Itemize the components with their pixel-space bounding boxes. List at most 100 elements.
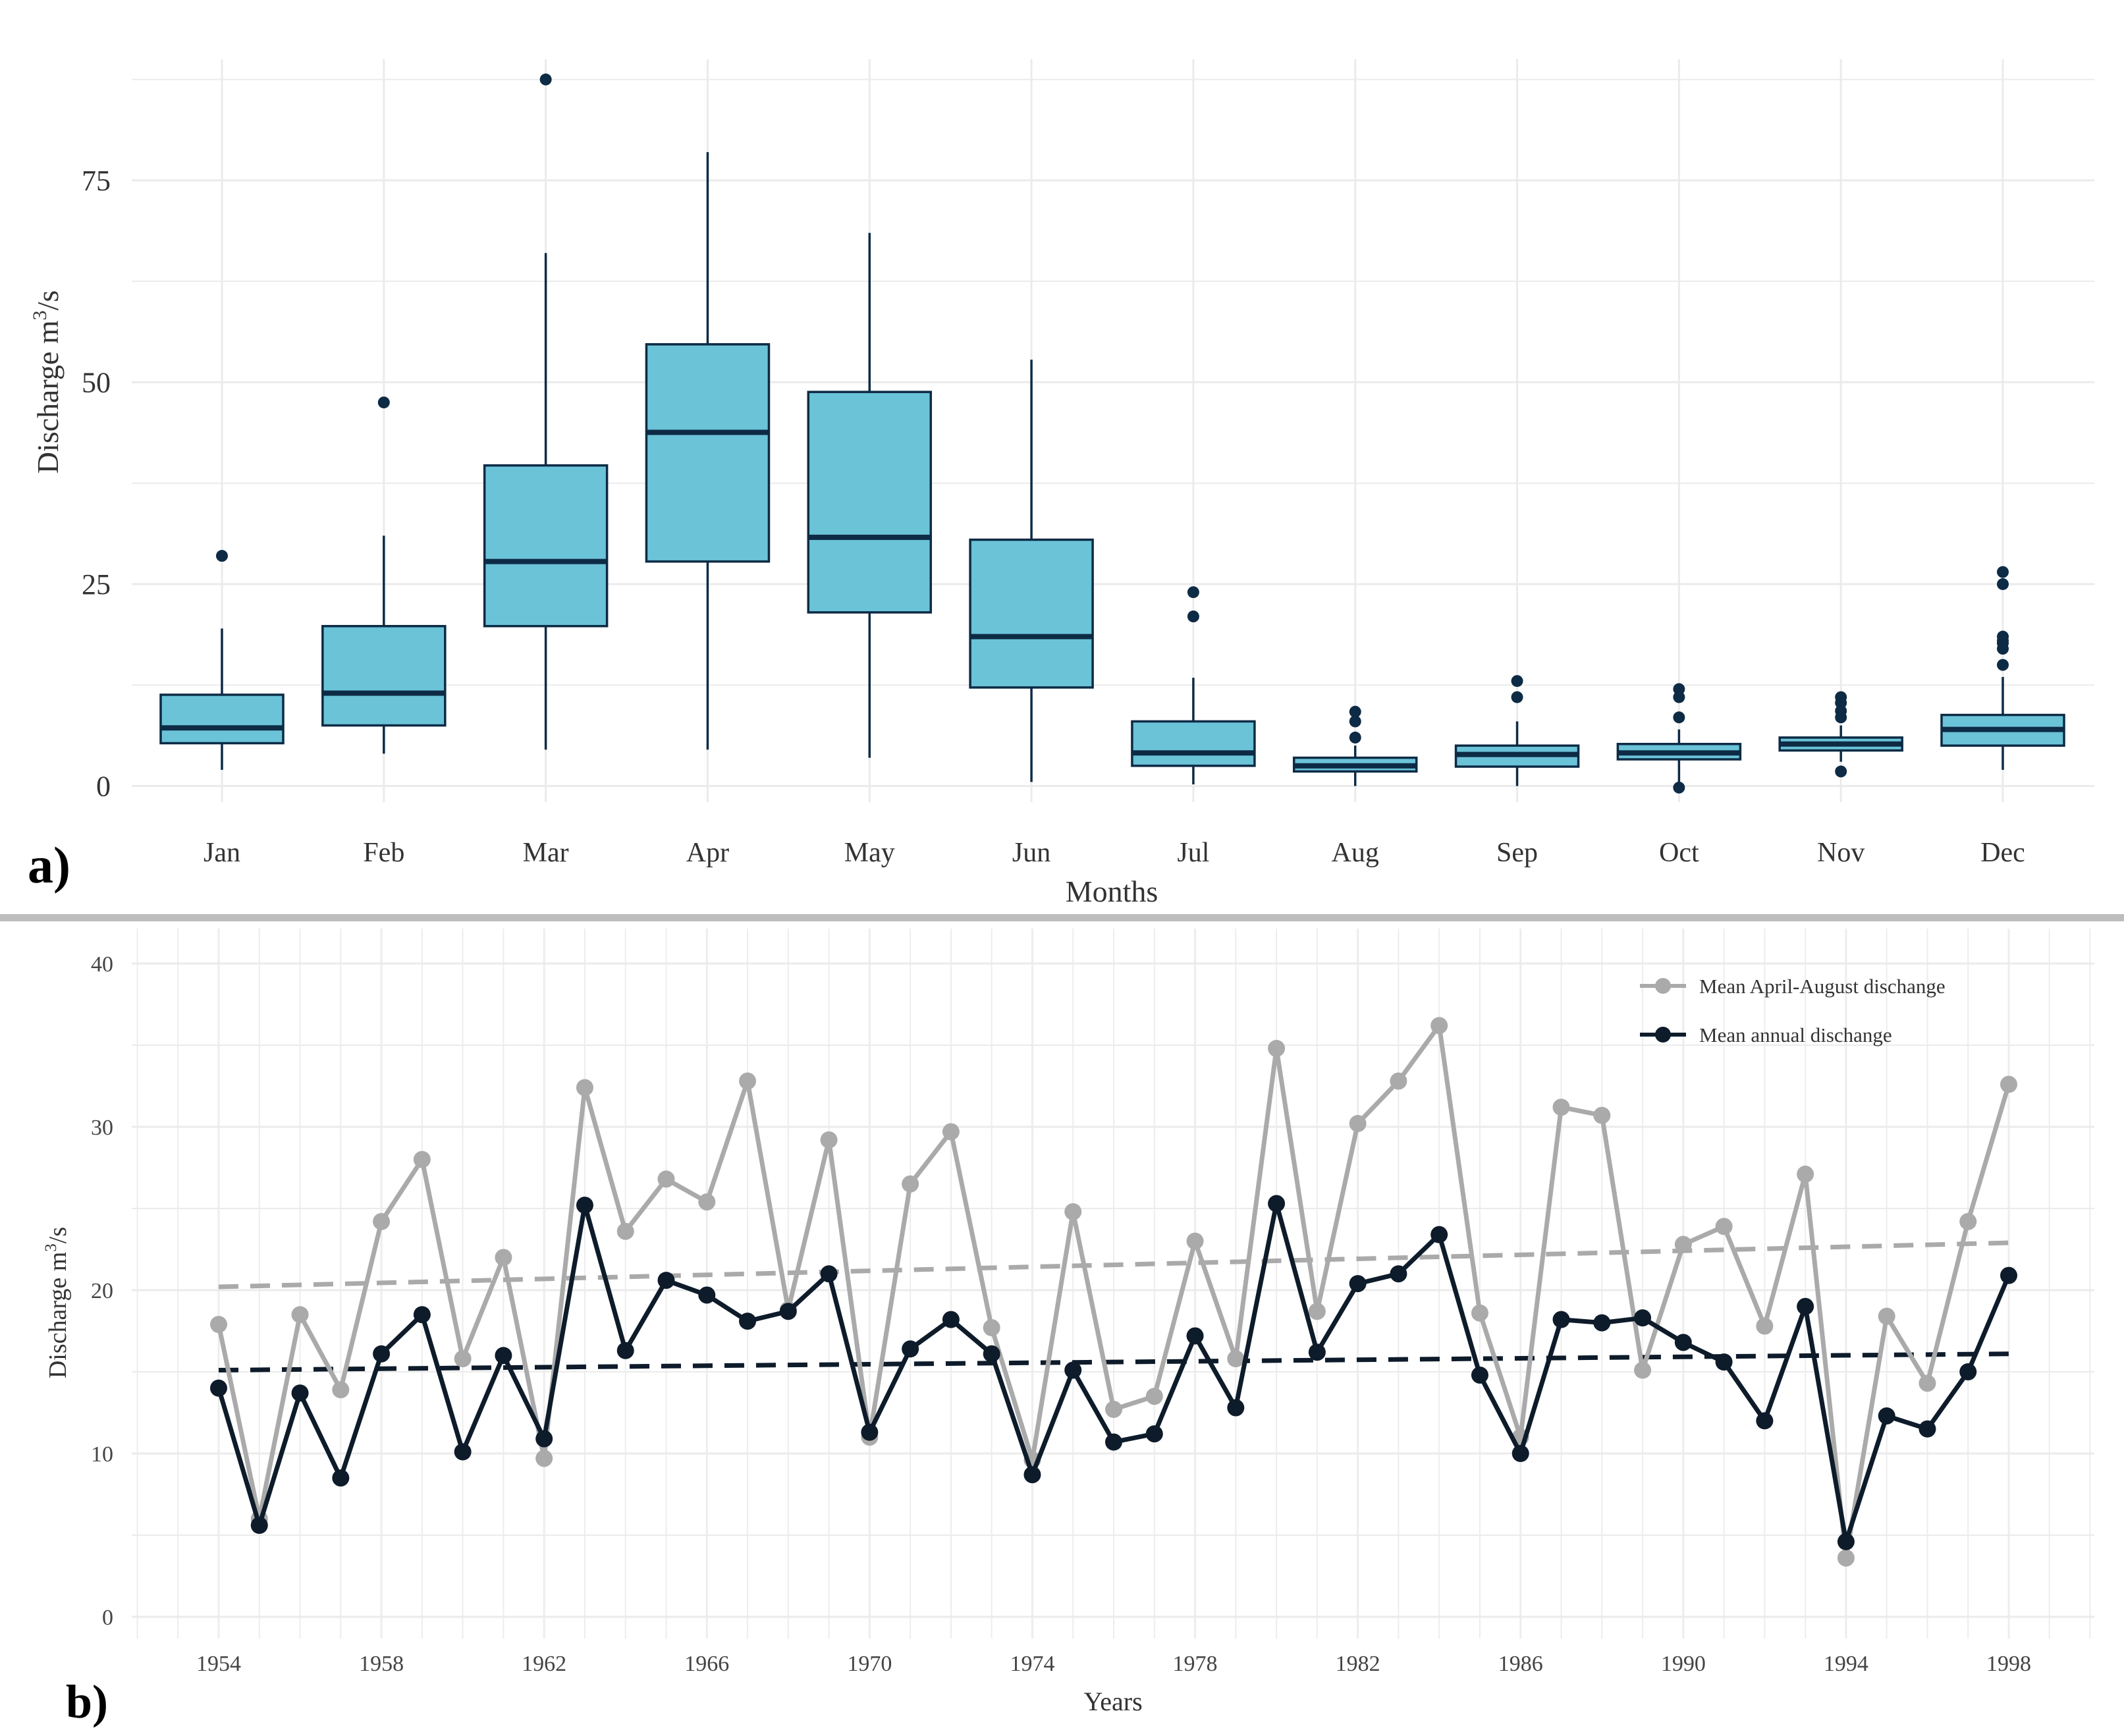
x-tick-label: Aug	[1332, 838, 1379, 868]
legend-item-annual: Mean annual dischange	[1640, 1023, 1892, 1046]
outlier-point	[1673, 711, 1685, 724]
data-point	[576, 1197, 593, 1214]
box-nov	[1778, 691, 1903, 778]
data-point	[332, 1469, 350, 1487]
data-point	[1959, 1363, 1977, 1380]
legend-key-point	[1655, 1027, 1671, 1043]
x-tick-label: 1966	[684, 1652, 729, 1676]
data-point	[1715, 1353, 1733, 1371]
x-tick-label: Nov	[1817, 838, 1865, 868]
data-point	[1064, 1203, 1082, 1220]
x-tick-label: Dec	[1980, 838, 2025, 868]
data-point	[779, 1303, 797, 1320]
panel-a-y-axis-label: Discharge m3/s	[29, 290, 65, 474]
panel-b-y-axis-label: Discharge m3/s	[42, 1227, 72, 1378]
x-tick-label: Mar	[523, 838, 569, 868]
y-tick-label: 30	[91, 1116, 113, 1140]
data-point	[1552, 1311, 1570, 1328]
data-point	[250, 1517, 268, 1534]
data-point	[983, 1319, 1000, 1337]
data-point	[1186, 1232, 1204, 1250]
x-tick-label: 1958	[359, 1652, 404, 1676]
x-tick-label: May	[844, 838, 895, 868]
data-point	[1797, 1297, 1814, 1315]
x-tick-label: 1954	[196, 1652, 241, 1676]
legend-label: Mean April-August dischange	[1699, 975, 1946, 998]
data-point	[1674, 1334, 1692, 1351]
panel-a-label: a)	[28, 836, 70, 894]
box-jul	[1131, 586, 1256, 785]
x-tick-label: Jan	[204, 838, 240, 868]
data-point	[1186, 1327, 1204, 1345]
box-iqr	[645, 343, 771, 563]
y-tick-label: 0	[96, 770, 111, 802]
outlier-point	[1349, 731, 1361, 744]
outlier-point	[1511, 675, 1523, 688]
data-point	[657, 1272, 675, 1289]
panel-b-legend: Mean April-August dischange Mean annual d…	[1640, 975, 1946, 1046]
data-point	[1552, 1099, 1570, 1116]
data-point	[1837, 1533, 1855, 1550]
box-iqr	[807, 391, 933, 614]
data-point	[332, 1381, 350, 1399]
box-iqr	[1131, 720, 1256, 767]
data-point	[1634, 1361, 1652, 1379]
data-point	[1593, 1106, 1611, 1124]
panel-separator	[0, 914, 2124, 921]
data-point	[291, 1306, 309, 1324]
data-point	[616, 1342, 634, 1359]
data-point	[2000, 1266, 2017, 1284]
x-tick-label: 1970	[847, 1652, 892, 1676]
data-point	[495, 1249, 512, 1266]
data-point	[698, 1286, 716, 1304]
panel-b-x-axis-label: Years	[1083, 1687, 1142, 1716]
data-point	[1390, 1265, 1407, 1283]
data-point	[1268, 1039, 1286, 1057]
x-tick-label: Jun	[1012, 838, 1050, 868]
data-point	[820, 1265, 838, 1283]
data-point	[2000, 1075, 2017, 1093]
box-aug	[1292, 705, 1418, 786]
data-point	[1511, 1445, 1529, 1462]
data-point	[1349, 1115, 1367, 1133]
data-point	[1268, 1195, 1286, 1212]
data-point	[1064, 1361, 1082, 1379]
data-point	[1674, 1235, 1692, 1253]
legend-label: Mean annual dischange	[1699, 1023, 1892, 1046]
data-point	[373, 1345, 391, 1363]
box-mar	[483, 73, 609, 750]
y-tick-label: 20	[91, 1279, 113, 1303]
data-point	[861, 1423, 879, 1441]
data-point	[1308, 1343, 1326, 1361]
panel-b-series	[210, 1017, 2017, 1567]
data-point	[413, 1306, 431, 1324]
x-tick-label: 1990	[1661, 1652, 1706, 1676]
data-point	[576, 1079, 593, 1097]
data-point	[942, 1123, 960, 1141]
data-point	[373, 1212, 391, 1230]
data-point	[1797, 1165, 1814, 1183]
data-point	[1471, 1366, 1488, 1384]
data-point	[1430, 1017, 1448, 1035]
data-point	[454, 1350, 472, 1368]
series-april-august	[210, 1017, 2017, 1567]
x-tick-label: 1982	[1336, 1652, 1380, 1676]
data-point	[1471, 1304, 1488, 1322]
data-point	[210, 1316, 227, 1334]
outlier-point	[1997, 659, 2009, 671]
data-point	[1878, 1407, 1895, 1424]
data-point	[983, 1345, 1000, 1363]
box-feb	[321, 396, 447, 754]
outlier-point	[1349, 715, 1361, 728]
outlier-point	[1187, 586, 1199, 599]
outlier-point	[1997, 566, 2009, 578]
data-point	[413, 1151, 431, 1168]
box-may	[807, 232, 933, 758]
data-point	[942, 1311, 960, 1328]
outlier-point	[1673, 781, 1685, 794]
data-point	[1593, 1314, 1611, 1332]
data-point	[1959, 1212, 1977, 1230]
y-tick-label: 40	[91, 952, 113, 977]
data-point	[1878, 1307, 1895, 1325]
panel-b-label: b)	[66, 1675, 108, 1728]
